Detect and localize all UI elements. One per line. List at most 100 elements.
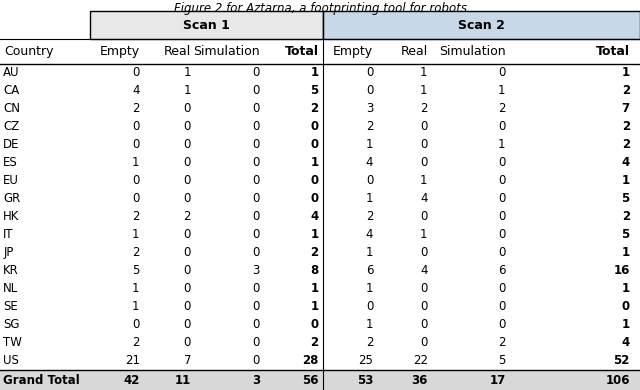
Text: HK: HK: [3, 210, 20, 223]
Text: 5: 5: [621, 228, 630, 241]
Bar: [323, 11, 640, 39]
Text: 3: 3: [252, 374, 260, 387]
Text: Empty: Empty: [100, 45, 140, 58]
Text: 0: 0: [420, 138, 428, 151]
Text: 0: 0: [184, 336, 191, 349]
Text: AU: AU: [3, 66, 20, 80]
Text: 1: 1: [420, 84, 428, 98]
Text: DE: DE: [3, 138, 20, 151]
Text: 1: 1: [621, 282, 630, 295]
Text: Empty: Empty: [333, 45, 373, 58]
Text: 0: 0: [498, 66, 506, 80]
Text: 0: 0: [420, 318, 428, 331]
Text: 2: 2: [310, 246, 319, 259]
Text: 0: 0: [184, 138, 191, 151]
Text: Total: Total: [285, 45, 319, 58]
Text: 0: 0: [498, 156, 506, 169]
Text: 1: 1: [621, 66, 630, 80]
Text: 1: 1: [498, 138, 506, 151]
Text: 0: 0: [366, 66, 373, 80]
Text: 5: 5: [621, 192, 630, 206]
Text: 1: 1: [621, 318, 630, 331]
Text: 0: 0: [310, 138, 319, 151]
Text: 52: 52: [613, 354, 630, 367]
Text: 1: 1: [365, 318, 373, 331]
Text: 0: 0: [420, 300, 428, 313]
Text: 0: 0: [184, 103, 191, 115]
Text: 1: 1: [132, 300, 140, 313]
Text: 25: 25: [358, 354, 373, 367]
Text: CA: CA: [3, 84, 19, 98]
Text: 1: 1: [310, 228, 319, 241]
Text: 0: 0: [253, 318, 260, 331]
Text: 17: 17: [490, 374, 506, 387]
Text: EU: EU: [3, 174, 19, 187]
Text: 0: 0: [498, 318, 506, 331]
Text: 5: 5: [310, 84, 319, 98]
Text: 7: 7: [184, 354, 191, 367]
Text: 0: 0: [184, 282, 191, 295]
Text: 0: 0: [366, 174, 373, 187]
Text: 0: 0: [253, 228, 260, 241]
Text: Grand Total: Grand Total: [3, 374, 80, 387]
Text: 1: 1: [310, 300, 319, 313]
Text: 1: 1: [365, 138, 373, 151]
Text: 0: 0: [253, 174, 260, 187]
Text: 0: 0: [184, 174, 191, 187]
Text: 2: 2: [132, 246, 140, 259]
Text: 2: 2: [365, 210, 373, 223]
Text: 0: 0: [310, 174, 319, 187]
Text: 1: 1: [420, 174, 428, 187]
Text: 2: 2: [621, 84, 630, 98]
Text: 1: 1: [498, 84, 506, 98]
Text: 4: 4: [132, 84, 140, 98]
Text: CZ: CZ: [3, 121, 19, 133]
Text: 0: 0: [498, 210, 506, 223]
Text: SG: SG: [3, 318, 20, 331]
Text: Real: Real: [164, 45, 191, 58]
Bar: [90, 11, 323, 39]
Text: 4: 4: [310, 210, 319, 223]
Text: JP: JP: [3, 246, 13, 259]
Text: KR: KR: [3, 264, 19, 277]
Text: 0: 0: [498, 282, 506, 295]
Text: ES: ES: [3, 156, 18, 169]
Text: GR: GR: [3, 192, 20, 206]
Text: 4: 4: [420, 192, 428, 206]
Text: 0: 0: [132, 318, 140, 331]
Text: 0: 0: [253, 66, 260, 80]
Text: 0: 0: [253, 282, 260, 295]
Text: 0: 0: [253, 336, 260, 349]
Text: 5: 5: [498, 354, 506, 367]
Text: 1: 1: [365, 282, 373, 295]
Text: Figure 2 for Aztarna, a footprinting tool for robots: Figure 2 for Aztarna, a footprinting too…: [173, 2, 467, 15]
Text: 0: 0: [184, 264, 191, 277]
Text: 0: 0: [498, 192, 506, 206]
Text: 0: 0: [132, 121, 140, 133]
Text: 0: 0: [184, 121, 191, 133]
Text: 0: 0: [420, 246, 428, 259]
Text: Scan 1: Scan 1: [183, 19, 230, 32]
Text: 11: 11: [175, 374, 191, 387]
Text: 36: 36: [412, 374, 428, 387]
Text: 2: 2: [498, 336, 506, 349]
Text: 0: 0: [132, 174, 140, 187]
Text: 0: 0: [420, 156, 428, 169]
Text: 0: 0: [184, 246, 191, 259]
Text: 1: 1: [310, 282, 319, 295]
Text: 1: 1: [420, 228, 428, 241]
Text: 0: 0: [253, 192, 260, 206]
Text: 2: 2: [184, 210, 191, 223]
Text: 6: 6: [498, 264, 506, 277]
Text: 4: 4: [420, 264, 428, 277]
Text: IT: IT: [3, 228, 14, 241]
Text: 0: 0: [366, 300, 373, 313]
Text: 0: 0: [498, 228, 506, 241]
Text: 0: 0: [132, 138, 140, 151]
Text: 2: 2: [365, 336, 373, 349]
Text: 4: 4: [621, 336, 630, 349]
Text: 0: 0: [310, 318, 319, 331]
Text: 0: 0: [253, 103, 260, 115]
Text: 0: 0: [132, 66, 140, 80]
Text: 0: 0: [498, 121, 506, 133]
